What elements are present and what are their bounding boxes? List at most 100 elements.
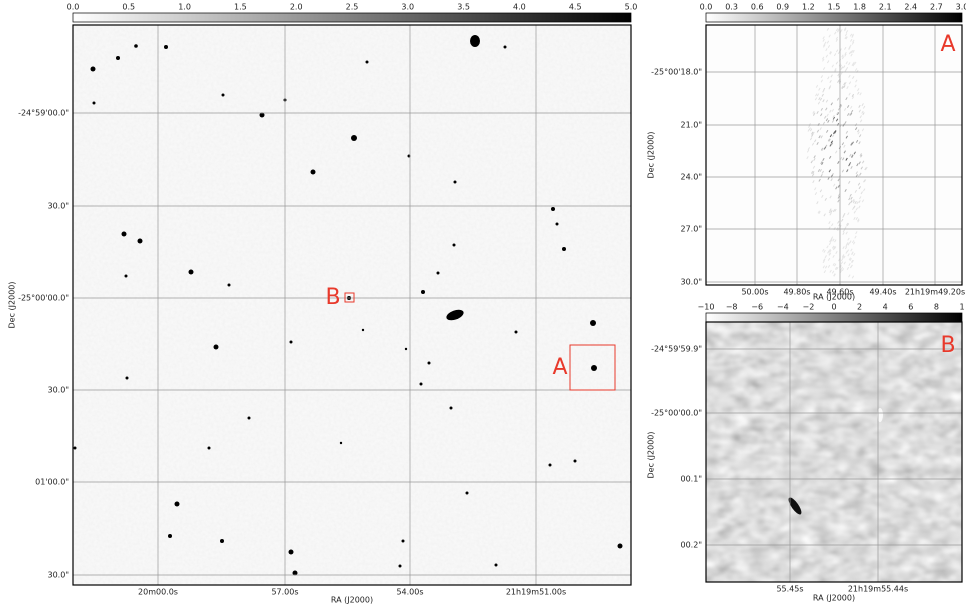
speckle <box>841 268 845 272</box>
speckle <box>850 142 853 146</box>
grid <box>706 322 962 582</box>
source <box>551 207 555 211</box>
speckle <box>820 147 824 151</box>
source <box>470 35 480 47</box>
speckle <box>820 107 823 111</box>
colorbar-tick-label: 2.4 <box>904 3 917 12</box>
speckle <box>814 192 818 196</box>
speckle <box>861 110 864 114</box>
speckle <box>841 85 844 89</box>
source <box>365 60 369 64</box>
speckle <box>851 41 855 45</box>
speckle <box>851 275 855 279</box>
speckle <box>824 197 827 201</box>
speckle <box>861 128 865 132</box>
speckle <box>824 265 828 269</box>
colorbar-tick-label: 3.0 <box>401 3 414 12</box>
speckle <box>855 216 858 220</box>
source <box>289 340 293 344</box>
speckle <box>806 156 809 160</box>
speckle <box>864 167 867 171</box>
speckle <box>836 97 840 101</box>
speckle <box>828 221 831 225</box>
speckle <box>844 36 847 40</box>
speckle <box>863 179 866 183</box>
speckle <box>818 178 821 182</box>
speckle <box>855 127 858 131</box>
source <box>573 459 577 463</box>
speckle <box>825 48 828 52</box>
frame <box>705 24 963 286</box>
speckle <box>851 34 854 38</box>
speckle <box>824 115 827 119</box>
speckle <box>844 189 847 193</box>
speckle <box>850 248 853 252</box>
speckle <box>851 33 854 37</box>
speckle <box>834 208 837 212</box>
marker-box <box>569 344 616 391</box>
speckle <box>848 92 851 96</box>
speckle <box>848 163 851 167</box>
speckle <box>851 96 855 100</box>
speckle <box>827 250 830 254</box>
colorbar-tick-label: 2.7 <box>930 3 943 12</box>
speckle <box>836 111 839 115</box>
speckle <box>824 255 827 259</box>
speckle <box>821 194 824 198</box>
source <box>562 247 566 251</box>
speckle <box>840 261 844 265</box>
speckle <box>854 200 857 204</box>
source <box>452 243 456 247</box>
source <box>617 543 623 549</box>
speckle <box>817 168 821 172</box>
speckle <box>835 118 839 122</box>
speckle <box>815 84 819 88</box>
speckle <box>849 112 853 116</box>
colorbar-tick-label: −6 <box>751 303 763 312</box>
x-tick-label: 49.40s <box>869 288 896 297</box>
speckle <box>848 62 851 66</box>
speckle <box>829 212 832 216</box>
speckle <box>845 97 848 101</box>
speckle <box>822 248 825 252</box>
speckle <box>833 53 837 57</box>
speckle <box>855 171 858 175</box>
speckle <box>832 134 835 138</box>
speckle <box>822 89 825 93</box>
speckle <box>829 51 832 55</box>
speckle <box>854 84 857 88</box>
speckle <box>830 239 833 243</box>
source <box>401 539 405 543</box>
speckle <box>832 131 836 135</box>
speckle <box>843 255 846 259</box>
speckle <box>828 252 831 256</box>
colorbar-tick-label: 8 <box>934 303 939 312</box>
speckle <box>822 67 826 71</box>
speckle <box>833 183 836 187</box>
speckle <box>825 118 829 122</box>
speckle <box>806 27 868 279</box>
speckle <box>841 254 845 258</box>
speckle <box>857 91 860 95</box>
speckle <box>850 200 853 204</box>
speckle <box>812 180 815 184</box>
speckle <box>839 267 843 271</box>
speckle <box>822 58 825 62</box>
speckle <box>839 156 843 160</box>
speckle <box>860 154 863 158</box>
speckle <box>831 64 834 68</box>
speckle <box>829 134 833 138</box>
speckle <box>850 109 854 113</box>
source <box>339 441 343 445</box>
speckle <box>837 107 841 111</box>
speckle <box>808 124 811 128</box>
speckle <box>850 50 853 54</box>
colorbar-tick-label: 3.0 <box>956 3 966 12</box>
source <box>427 361 431 365</box>
speckle <box>819 189 823 193</box>
speckle <box>819 168 822 172</box>
colorbar-tick-label: 1.0 <box>178 3 191 12</box>
speckle <box>822 260 825 264</box>
speckle <box>834 239 837 243</box>
speckle <box>855 231 858 235</box>
